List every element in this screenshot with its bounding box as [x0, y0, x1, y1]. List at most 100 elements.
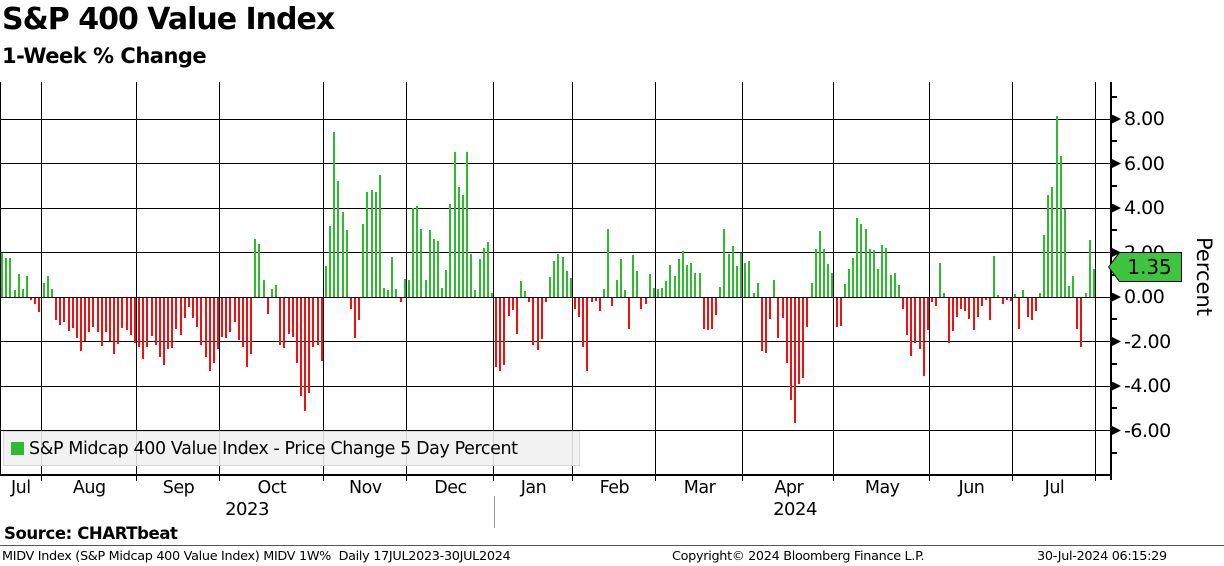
bar — [653, 288, 655, 297]
bar — [105, 298, 107, 333]
bar — [5, 258, 7, 297]
bar — [362, 223, 364, 297]
bar — [234, 298, 236, 323]
bar — [126, 298, 128, 331]
y-axis-tick-label: 4.00 — [1124, 197, 1165, 219]
bar — [632, 254, 634, 297]
bar — [761, 298, 763, 352]
chart-legend[interactable]: S&P Midcap 400 Value Index - Price Chang… — [3, 431, 580, 466]
footer-timestamp: 30-Jul-2024 06:15:29 — [1037, 549, 1167, 564]
bar — [1072, 275, 1074, 297]
y-axis-tick-arrow — [1112, 337, 1121, 346]
legend-swatch-icon — [11, 442, 24, 455]
bar — [977, 298, 979, 317]
x-axis-month-label: Jun — [958, 478, 985, 498]
bar — [246, 298, 248, 367]
bar — [267, 298, 269, 314]
y-axis-tick-label: -4.00 — [1124, 375, 1171, 397]
y-axis-minor-tick — [1112, 362, 1117, 365]
bar — [1014, 293, 1016, 297]
x-axis-month-label: Jul — [10, 478, 31, 498]
bar — [985, 298, 987, 301]
bar — [532, 298, 534, 345]
bar — [528, 298, 530, 303]
bar — [479, 259, 481, 297]
bar — [645, 298, 647, 304]
y-axis-tick-arrow — [1112, 381, 1121, 391]
bar — [865, 229, 867, 297]
x-axis-month-label: Feb — [599, 478, 630, 498]
bar — [566, 271, 568, 297]
bar — [470, 253, 472, 297]
legend-label: S&P Midcap 400 Value Index - Price Chang… — [29, 438, 518, 459]
bar — [454, 152, 456, 297]
bar — [794, 298, 796, 423]
bar — [404, 279, 406, 297]
bar — [595, 298, 597, 302]
bar — [553, 261, 555, 297]
y-axis-tick-arrow — [1112, 426, 1121, 435]
bar — [412, 208, 414, 297]
bar — [395, 289, 397, 297]
bar — [1047, 194, 1049, 297]
x-axis-month-label: Sep — [162, 478, 195, 498]
x-axis-month-tick — [493, 475, 494, 481]
gridline-vertical — [1095, 82, 1096, 475]
bar — [549, 276, 551, 297]
bar — [92, 298, 94, 327]
bar — [200, 298, 202, 345]
bar — [68, 298, 70, 332]
bar — [196, 298, 198, 327]
bar — [97, 298, 99, 333]
y-axis-tick-label: 6.00 — [1124, 152, 1165, 175]
bar — [1060, 155, 1062, 297]
x-axis-month-tick — [1012, 475, 1013, 481]
bar — [885, 248, 887, 297]
y-axis-minor-tick — [1112, 318, 1117, 321]
y-axis-minor-tick — [1112, 140, 1117, 143]
bar — [391, 256, 393, 297]
bar — [869, 249, 871, 297]
bar — [603, 289, 605, 297]
bar — [1085, 292, 1087, 297]
bar — [815, 249, 817, 297]
bar — [1031, 298, 1033, 321]
bar — [408, 280, 410, 297]
bar — [906, 298, 908, 335]
bar — [1039, 292, 1041, 297]
x-axis-month-label: Mar — [683, 478, 716, 498]
bar — [242, 298, 244, 347]
gridline-horizontal — [0, 296, 1110, 298]
bar — [59, 298, 61, 325]
bar — [811, 282, 813, 297]
bar — [379, 174, 381, 297]
bar — [1064, 209, 1066, 297]
x-axis-year-label: 2023 — [225, 499, 269, 520]
bar — [968, 298, 970, 320]
x-axis-month-tick — [655, 475, 656, 481]
bar — [1027, 298, 1029, 317]
bar — [516, 298, 518, 334]
bar — [483, 248, 485, 297]
bar — [914, 298, 916, 343]
bar — [138, 298, 140, 347]
bar — [283, 298, 285, 349]
bar — [993, 255, 995, 297]
bar — [333, 132, 335, 297]
bar — [445, 270, 447, 297]
footer-copyright: Copyright© 2024 Bloomberg Finance L.P. — [672, 549, 925, 564]
bar — [387, 290, 389, 297]
x-axis-month-tick — [929, 475, 930, 481]
bar — [1076, 298, 1078, 330]
bar — [948, 298, 950, 343]
bar — [84, 298, 86, 342]
bar — [628, 298, 630, 330]
x-axis-month-label: Dec — [434, 478, 467, 498]
bar — [229, 298, 231, 333]
bar — [678, 259, 680, 297]
bar — [441, 288, 443, 297]
bar — [703, 298, 705, 330]
bar — [371, 190, 373, 297]
bar — [848, 269, 850, 297]
